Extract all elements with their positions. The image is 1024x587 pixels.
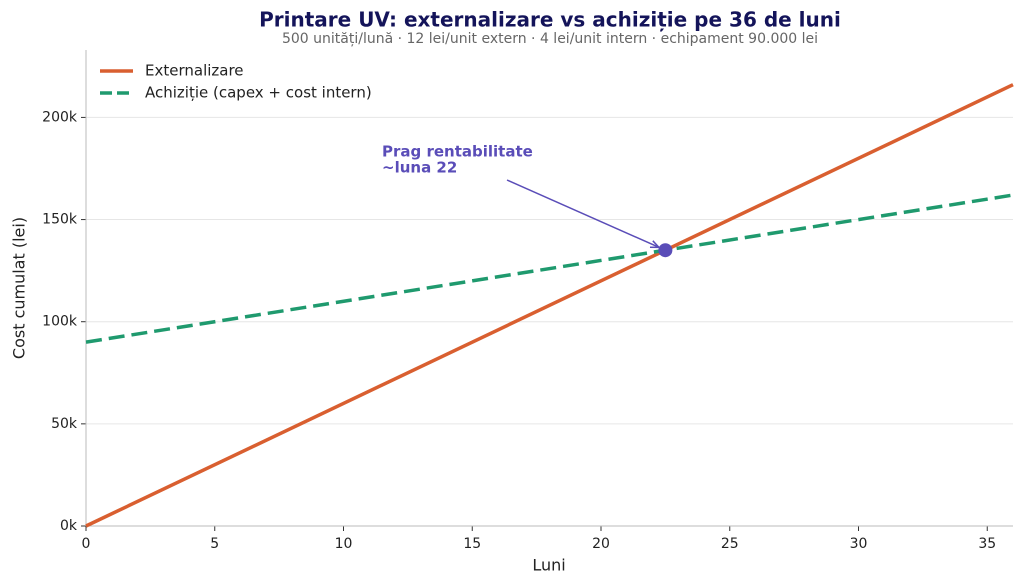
- x-tick-label: 25: [721, 536, 739, 552]
- annotation-arrowhead: [649, 240, 660, 249]
- chart-title: Printare UV: externalizare vs achiziție …: [259, 8, 841, 32]
- y-axis-label: Cost cumulat (lei): [10, 217, 29, 359]
- x-tick-label: 20: [592, 536, 610, 552]
- x-tick-label: 35: [978, 536, 996, 552]
- x-axis-label: Luni: [532, 556, 565, 575]
- x-tick-label: 10: [335, 536, 353, 552]
- x-tick-label: 5: [210, 536, 219, 552]
- annotation-text: ~luna 22: [382, 159, 457, 177]
- x-tick-label: 0: [82, 536, 91, 552]
- y-tick-label: 0k: [60, 518, 78, 534]
- legend-label: Externalizare: [145, 62, 244, 80]
- annotation-text: Prag rentabilitate: [382, 143, 533, 161]
- annotation-arrow: [506, 179, 660, 249]
- break-even-point: [658, 243, 673, 258]
- chart-subtitle: 500 unități/lună · 12 lei/unit extern · …: [282, 31, 818, 47]
- series-line: [85, 83, 1014, 528]
- x-tick-label: 30: [850, 536, 868, 552]
- x-tick-label: 15: [463, 536, 481, 552]
- series-line: [85, 193, 1014, 344]
- legend-label: Achiziție (capex + cost intern): [145, 84, 372, 102]
- y-tick-label: 50k: [51, 416, 78, 432]
- y-tick-label: 150k: [42, 212, 78, 228]
- y-tick-label: 200k: [42, 109, 78, 125]
- y-tick-label: 100k: [42, 314, 78, 330]
